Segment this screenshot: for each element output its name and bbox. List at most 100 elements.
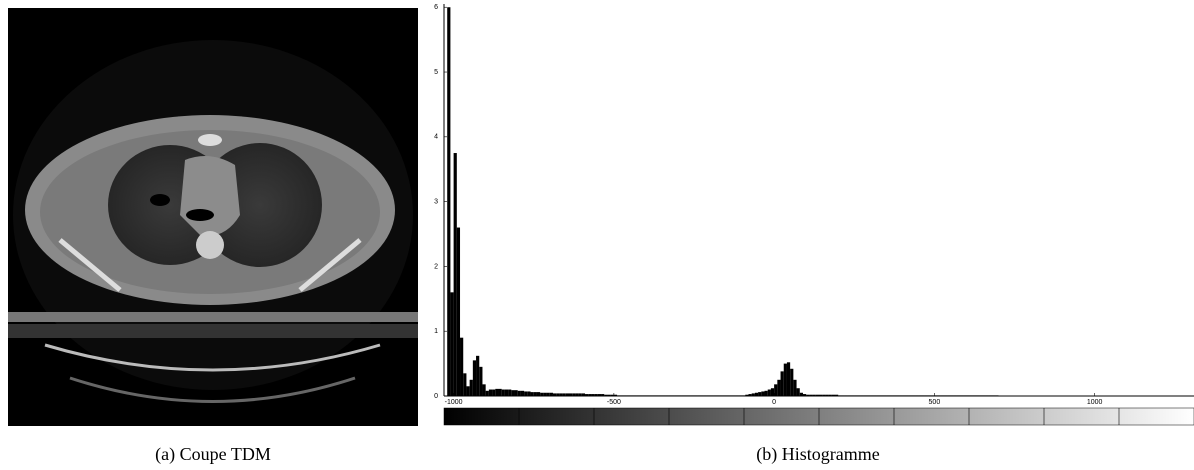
- bar: [447, 7, 451, 397]
- bar: [450, 292, 454, 396]
- x-tick-label: -1000: [445, 399, 463, 406]
- bar: [841, 395, 845, 396]
- bar: [661, 395, 666, 396]
- bar: [684, 395, 688, 396]
- bar: [838, 395, 842, 396]
- bar: [581, 393, 586, 396]
- bar: [597, 394, 602, 396]
- bar: [745, 394, 749, 396]
- bar: [886, 395, 890, 396]
- bar: [921, 395, 925, 396]
- bar: [642, 395, 646, 396]
- bar: [790, 368, 794, 396]
- bar: [828, 394, 832, 396]
- bar: [873, 395, 877, 396]
- bar: [492, 389, 496, 396]
- bar: [713, 395, 717, 396]
- bar: [847, 395, 852, 396]
- bar: [453, 153, 457, 396]
- y-tick-label: 3: [434, 198, 438, 205]
- bar: [931, 395, 935, 396]
- bar: [508, 389, 512, 396]
- bar: [947, 395, 951, 396]
- bar: [511, 390, 515, 396]
- bar: [854, 395, 858, 396]
- caption: (a) Coupe TDM: [155, 444, 271, 465]
- x-tick-label: -500: [607, 399, 621, 406]
- bar: [748, 394, 752, 396]
- bar: [620, 395, 624, 396]
- bar: [793, 379, 797, 396]
- bar: [687, 395, 691, 396]
- bar: [665, 395, 669, 396]
- bar: [530, 392, 534, 396]
- bar: [652, 395, 656, 396]
- bar: [623, 395, 627, 396]
- bar: [738, 395, 743, 396]
- bar: [681, 395, 685, 396]
- bar: [774, 384, 778, 396]
- bar: [802, 394, 807, 396]
- bar: [992, 395, 996, 396]
- bar: [594, 394, 598, 396]
- bar: [844, 395, 848, 396]
- bar: [546, 392, 550, 396]
- bar: [588, 394, 592, 396]
- bar: [482, 384, 486, 396]
- bar: [783, 363, 787, 396]
- colorbar: [443, 407, 1194, 426]
- bar: [658, 395, 662, 396]
- bar: [466, 386, 470, 396]
- bar: [851, 395, 855, 396]
- bar: [562, 393, 566, 396]
- bar: [812, 394, 816, 396]
- bar: [668, 395, 672, 396]
- bar: [514, 390, 518, 396]
- bar: [899, 395, 903, 396]
- bar: [700, 395, 704, 396]
- bar: [867, 395, 871, 396]
- bar: [732, 395, 736, 396]
- ct-image: [8, 8, 418, 426]
- bar: [770, 388, 775, 396]
- bar: [613, 394, 618, 396]
- bar: [629, 395, 634, 396]
- bar: [822, 394, 826, 396]
- bar: [985, 395, 989, 396]
- bar: [694, 395, 698, 396]
- bar: [540, 392, 544, 396]
- bar: [559, 393, 563, 396]
- bar: [960, 395, 964, 396]
- bar: [908, 395, 912, 396]
- x-tick-label: 500: [929, 399, 941, 406]
- bar: [636, 395, 640, 396]
- bar: [764, 390, 768, 396]
- bar: [815, 394, 819, 396]
- bar: [972, 395, 977, 396]
- bar: [995, 395, 999, 396]
- bar: [918, 395, 922, 396]
- bar: [697, 395, 701, 396]
- bar: [591, 394, 595, 396]
- bar: [533, 392, 537, 396]
- bar: [911, 395, 916, 396]
- bar: [863, 395, 868, 396]
- bar: [706, 395, 711, 396]
- y-tick-label: 1: [434, 328, 438, 335]
- bar: [626, 395, 630, 396]
- bar: [645, 395, 650, 396]
- bar: [604, 394, 608, 396]
- y-tick-label: 5: [434, 69, 438, 76]
- bar: [934, 395, 938, 396]
- bar: [761, 391, 765, 396]
- bar: [476, 355, 480, 396]
- bar: [806, 394, 810, 396]
- caption: (b) Histogramme: [756, 444, 879, 465]
- bar: [677, 395, 682, 396]
- bar: [722, 395, 727, 396]
- bar: [895, 395, 900, 396]
- bar: [879, 395, 884, 396]
- bar: [940, 395, 944, 396]
- bar: [565, 393, 569, 396]
- bar: [735, 395, 739, 396]
